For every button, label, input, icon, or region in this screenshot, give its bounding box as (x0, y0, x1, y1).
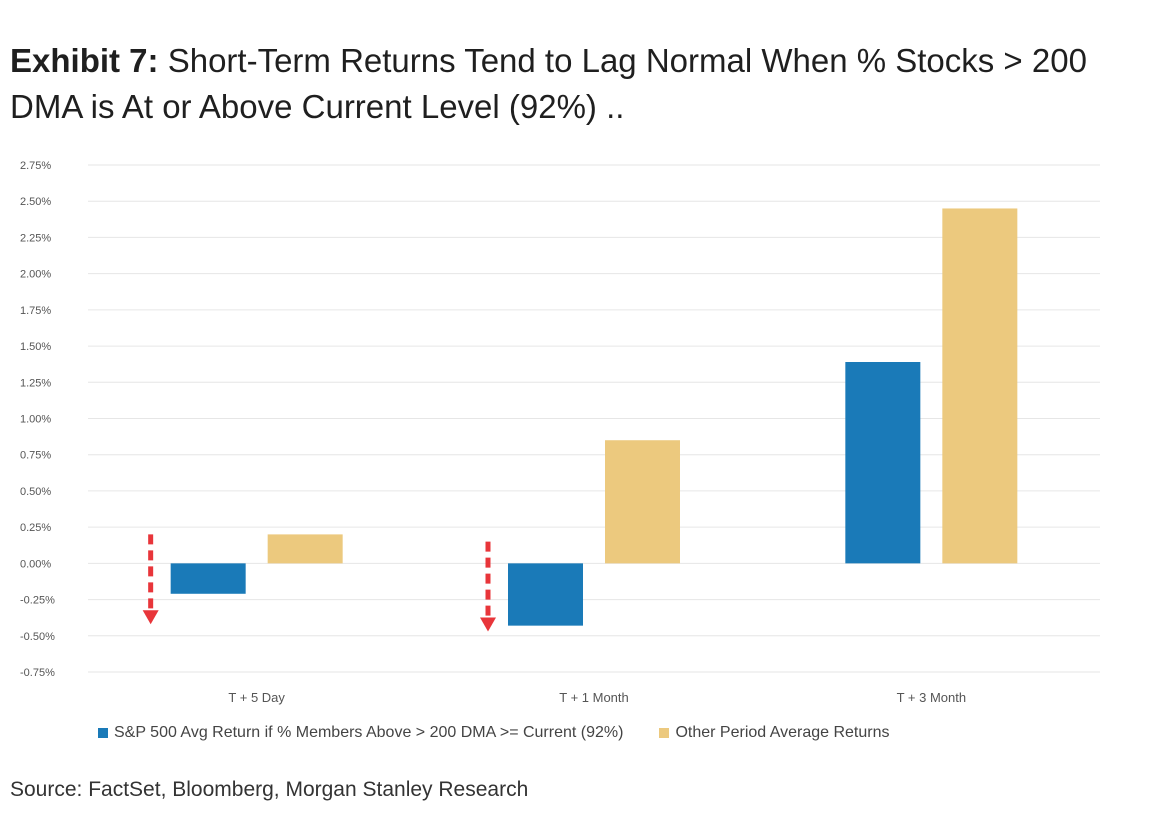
bar-series-1-t-1-month (508, 563, 583, 626)
y-tick-label-0: 2.75% (20, 160, 51, 172)
arrow-head-1 (480, 617, 496, 632)
y-tick-label-2: 2.25% (20, 232, 51, 244)
x-tick-label-0: T + 5 Day (228, 690, 285, 705)
legend-label-series-1: S&P 500 Avg Return if % Members Above > … (114, 724, 624, 741)
source-note: Source: FactSet, Bloomberg, Morgan Stanl… (10, 778, 529, 801)
legend: S&P 500 Avg Return if % Members Above > … (98, 724, 926, 742)
y-axis-tick-labels: 2.75% 2.50% 2.25% 2.00% 1.75% 1.50% 1.25% 1.00%… (20, 160, 55, 679)
chart-title: Exhibit 7: Short-Term Returns Tend to La… (10, 38, 1140, 130)
bar-series-1-t-3-month (845, 362, 921, 564)
exhibit-title-text: Short-Term Returns Tend to Lag Normal Wh… (10, 42, 1087, 125)
y-tick-label-12: -0.25% (20, 595, 55, 607)
y-tick-label-5: 1.50% (20, 341, 51, 353)
annotation-arrows (142, 534, 496, 632)
y-tick-label-4: 1.75% (20, 305, 51, 317)
y-tick-label-11: 0.00% (20, 558, 51, 570)
y-tick-label-1: 2.50% (20, 196, 51, 208)
bar-series-2-t-1-month (605, 440, 680, 564)
y-tick-label-6: 1.25% (20, 377, 51, 389)
legend-label-series-2: Other Period Average Returns (675, 724, 890, 741)
legend-swatch-series-2 (659, 728, 670, 738)
arrow-head-0 (142, 610, 159, 625)
legend-swatch-series-1 (98, 728, 108, 738)
y-tick-label-9: 0.50% (20, 486, 51, 498)
y-tick-label-14: -0.75% (20, 667, 55, 679)
legend-item-series-1: S&P 500 Avg Return if % Members Above > … (98, 724, 623, 742)
legend-item-series-2: Other Period Average Returns (659, 724, 890, 742)
x-tick-label-2: T + 3 Month (897, 690, 967, 705)
y-tick-label-7: 1.00% (20, 414, 51, 426)
bars (170, 208, 1018, 626)
y-tick-label-3: 2.00% (20, 269, 51, 281)
bar-series-2-t-5-day (267, 534, 343, 564)
y-tick-label-13: -0.50% (20, 631, 55, 643)
exhibit-number: Exhibit 7: (10, 42, 159, 79)
y-tick-label-10: 0.25% (20, 522, 51, 534)
bar-series-1-t-5-day (170, 563, 246, 594)
bar-series-2-t-3-month (942, 208, 1018, 564)
x-axis-tick-labels: T + 5 Day T + 1 Month T + 3 Month (228, 690, 966, 705)
gridlines (88, 164, 1100, 673)
chart-area: 2.75% 2.50% 2.25% 2.00% 1.75% 1.50% 1.25% 1.00%… (0, 140, 1154, 715)
bar-chart: 2.75% 2.50% 2.25% 2.00% 1.75% 1.50% 1.25% 1.00%… (20, 160, 1100, 705)
x-tick-label-1: T + 1 Month (559, 690, 629, 705)
y-tick-label-8: 0.75% (20, 450, 51, 462)
